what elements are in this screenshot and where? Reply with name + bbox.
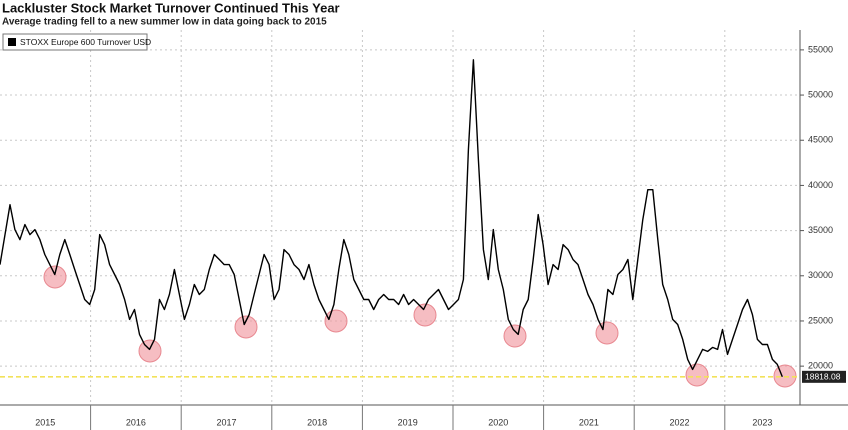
y-tick-label: 50000 xyxy=(808,89,833,99)
x-tick-label: 2021 xyxy=(579,417,599,427)
highlight xyxy=(685,363,709,387)
series-line xyxy=(0,59,783,378)
y-tick-label: 35000 xyxy=(808,225,833,235)
legend: STOXX Europe 600 Turnover USD xyxy=(2,33,151,51)
last-value-box xyxy=(802,370,846,383)
x-tick-label: 2020 xyxy=(488,417,508,427)
highlight xyxy=(234,315,258,339)
highlight xyxy=(503,324,527,348)
highlight xyxy=(595,321,619,345)
x-tick-label: 2017 xyxy=(216,417,236,427)
chart-title: Lackluster Stock Market Turnover Continu… xyxy=(2,0,340,15)
highlight xyxy=(138,339,162,363)
x-tick-label: 2023 xyxy=(752,417,772,427)
x-tick-label: 2018 xyxy=(307,417,327,427)
y-tick-label: 20000 xyxy=(808,361,833,371)
x-tick-label: 2016 xyxy=(126,417,146,427)
plot: 18818.08 xyxy=(0,59,846,383)
highlight xyxy=(43,265,67,289)
chart-subtitle: Average trading fell to a new summer low… xyxy=(2,17,327,28)
x-tick-label: 2015 xyxy=(35,417,55,427)
legend-swatch xyxy=(8,38,16,46)
y-tick-label: 45000 xyxy=(808,135,833,145)
highlight xyxy=(324,309,348,333)
y-tick-label: 25000 xyxy=(808,315,833,325)
y-tick-label: 30000 xyxy=(808,270,833,280)
last-value-label: 18818.08 xyxy=(805,372,841,382)
y-tick-label: 40000 xyxy=(808,180,833,190)
highlight xyxy=(413,303,437,327)
legend-box xyxy=(2,33,148,51)
highlight xyxy=(773,364,797,388)
x-tick-label: 2019 xyxy=(398,417,418,427)
grid: 20000 25000 30000 35000 40000 45000 50000 55000… xyxy=(0,30,848,430)
legend-label: STOXX Europe 600 Turnover USD xyxy=(20,37,151,47)
x-tick-label: 2022 xyxy=(669,417,689,427)
y-tick-label: 55000 xyxy=(808,44,833,54)
